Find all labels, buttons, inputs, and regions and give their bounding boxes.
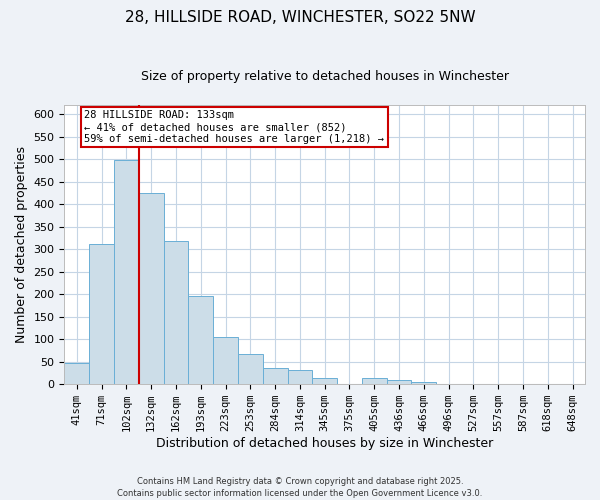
Title: Size of property relative to detached houses in Winchester: Size of property relative to detached ho…: [141, 70, 509, 83]
Bar: [89, 244, 114, 384]
Bar: [362, 378, 386, 384]
Bar: [213, 337, 238, 384]
Text: 28 HILLSIDE ROAD: 133sqm
← 41% of detached houses are smaller (852)
59% of semi-: 28 HILLSIDE ROAD: 133sqm ← 41% of detach…: [84, 110, 384, 144]
Bar: [386, 380, 412, 384]
Bar: [263, 368, 287, 384]
Bar: [238, 354, 263, 384]
Text: Contains HM Land Registry data © Crown copyright and database right 2025.
Contai: Contains HM Land Registry data © Crown c…: [118, 476, 482, 498]
Bar: [139, 194, 164, 384]
Bar: [313, 378, 337, 384]
Y-axis label: Number of detached properties: Number of detached properties: [15, 146, 28, 343]
Bar: [114, 160, 139, 384]
Bar: [287, 370, 313, 384]
X-axis label: Distribution of detached houses by size in Winchester: Distribution of detached houses by size …: [156, 437, 493, 450]
Bar: [412, 382, 436, 384]
Bar: [64, 363, 89, 384]
Bar: [164, 240, 188, 384]
Text: 28, HILLSIDE ROAD, WINCHESTER, SO22 5NW: 28, HILLSIDE ROAD, WINCHESTER, SO22 5NW: [125, 10, 475, 25]
Bar: [188, 296, 213, 384]
